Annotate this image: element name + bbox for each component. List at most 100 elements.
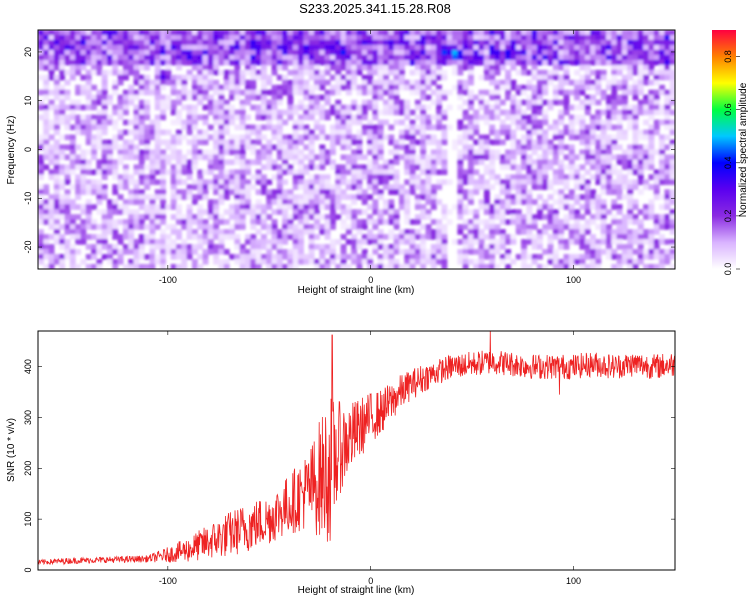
heatmap-cell xyxy=(176,204,182,210)
heatmap-cell xyxy=(160,59,166,66)
heatmap-cell xyxy=(483,39,490,46)
heatmap-cell xyxy=(664,254,671,260)
heatmap-cell xyxy=(621,99,628,106)
heatmap-cell xyxy=(101,169,108,175)
heatmap-cell xyxy=(245,54,251,61)
heatmap-cell xyxy=(425,79,432,86)
heatmap-cell xyxy=(186,69,193,76)
heatmap-cell xyxy=(218,34,225,41)
heatmap-cell xyxy=(409,164,416,171)
heatmap-cell xyxy=(303,169,310,175)
heatmap-cell xyxy=(319,79,326,86)
heatmap-cell xyxy=(616,124,623,131)
heatmap-cell xyxy=(536,109,543,116)
heatmap-cell xyxy=(38,184,44,190)
heatmap-cell xyxy=(563,254,570,260)
heatmap-cell xyxy=(377,34,384,41)
heatmap-cell xyxy=(308,59,315,66)
heatmap-cell xyxy=(483,254,490,260)
heatmap-cell xyxy=(356,239,363,245)
heatmap-cell xyxy=(425,34,432,41)
heatmap-cell xyxy=(85,74,92,81)
heatmap-cell xyxy=(568,264,575,269)
heatmap-cell xyxy=(96,124,103,131)
heatmap-cell xyxy=(367,184,374,190)
heatmap-cell xyxy=(637,39,644,46)
heatmap-cell xyxy=(234,179,241,185)
heatmap-cell xyxy=(250,39,257,46)
heatmap-cell xyxy=(96,54,103,61)
heatmap-cell xyxy=(568,234,575,240)
heatmap-cell xyxy=(64,199,71,205)
heatmap-cell xyxy=(526,114,533,121)
heatmap-cell xyxy=(590,244,596,250)
heatmap-cell xyxy=(441,154,448,161)
heatmap-cell xyxy=(160,209,166,215)
heatmap-cell xyxy=(579,264,586,269)
heatmap-cell xyxy=(632,159,639,166)
heatmap-cell xyxy=(669,254,675,260)
heatmap-cell xyxy=(271,64,278,71)
heatmap-cell xyxy=(637,129,644,136)
heatmap-cell xyxy=(266,264,273,269)
heatmap-cell xyxy=(441,159,448,166)
heatmap-cell xyxy=(574,184,581,190)
heatmap-cell xyxy=(611,264,618,269)
heatmap-cell xyxy=(420,189,427,195)
heatmap-cell xyxy=(489,94,496,101)
colorbar-tick-label: 0.2 xyxy=(723,210,733,223)
heatmap-cell xyxy=(574,174,581,180)
heatmap-cell xyxy=(616,134,623,141)
heatmap-cell xyxy=(478,144,485,151)
heatmap-cell xyxy=(531,169,538,175)
heatmap-cell xyxy=(547,249,554,255)
heatmap-cell xyxy=(144,154,151,161)
heatmap-cell xyxy=(292,119,299,126)
heatmap-cell xyxy=(122,179,129,185)
colorbar-tick-label: 0.4 xyxy=(723,157,733,170)
heatmap-cell xyxy=(600,219,607,225)
heatmap-cell xyxy=(207,244,214,250)
heatmap-cell xyxy=(526,204,533,210)
heatmap-cell xyxy=(574,209,581,215)
heatmap-cell xyxy=(499,84,506,91)
heatmap-cell xyxy=(144,79,151,86)
heatmap-cell xyxy=(552,224,559,230)
heatmap-cell xyxy=(552,84,559,91)
heatmap-cell xyxy=(398,34,405,41)
heatmap-cell xyxy=(377,119,384,126)
heatmap-cell xyxy=(664,134,671,141)
heatmap-cell xyxy=(510,144,517,151)
heatmap-cell xyxy=(186,59,193,66)
heatmap-cell xyxy=(637,34,644,41)
heatmap-cell xyxy=(245,49,251,56)
heatmap-cell xyxy=(96,184,103,190)
heatmap-cell xyxy=(388,199,395,205)
heatmap-cell xyxy=(536,79,543,86)
heatmap-cell xyxy=(234,89,241,96)
heatmap-cell xyxy=(579,124,586,131)
heatmap-cell xyxy=(590,34,596,41)
heatmap-cell xyxy=(462,219,469,225)
heatmap-cell xyxy=(319,189,326,195)
heatmap-cell xyxy=(659,139,665,146)
heatmap-cell xyxy=(574,94,581,101)
heatmap-cell xyxy=(627,204,634,210)
heatmap-cell xyxy=(632,134,639,141)
heatmap-cell xyxy=(213,189,220,195)
heatmap-cell xyxy=(637,144,644,151)
heatmap-cell xyxy=(298,39,305,46)
heatmap-cell xyxy=(462,179,469,185)
heatmap-cell xyxy=(154,59,161,66)
heatmap-cell xyxy=(483,74,490,81)
heatmap-cell xyxy=(531,254,538,260)
heatmap-cell xyxy=(489,69,496,76)
heatmap-cell xyxy=(91,59,97,66)
heatmap-cell xyxy=(101,174,108,180)
heatmap-cell xyxy=(425,84,432,91)
heatmap-cell xyxy=(621,84,628,91)
heatmap-cell xyxy=(632,229,639,235)
heatmap-cell xyxy=(282,209,289,215)
heatmap-cell xyxy=(452,64,458,71)
heatmap-cell xyxy=(329,84,336,91)
